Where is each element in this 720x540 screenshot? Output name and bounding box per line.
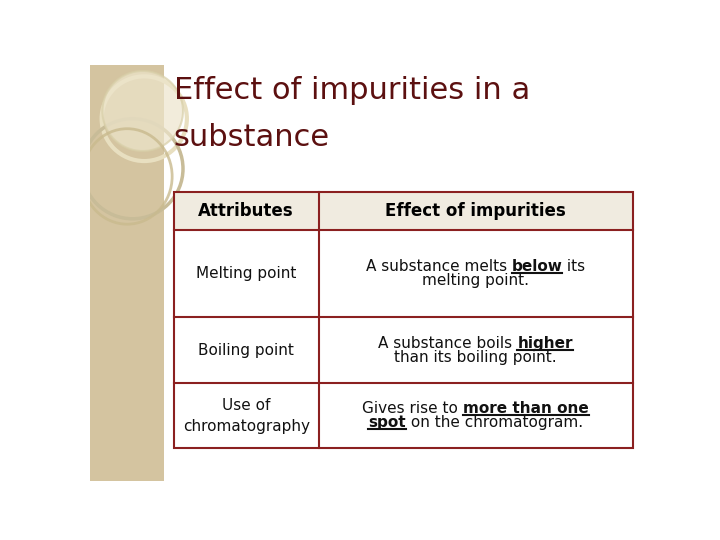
Text: Effect of impurities in a: Effect of impurities in a (174, 76, 530, 105)
Text: Attributes: Attributes (198, 202, 294, 220)
Text: higher: higher (517, 336, 573, 350)
Text: Effect of impurities: Effect of impurities (385, 202, 566, 220)
Text: melting point.: melting point. (422, 273, 529, 288)
Text: spot: spot (368, 415, 406, 430)
Text: A substance melts: A substance melts (366, 259, 512, 274)
Text: Melting point: Melting point (196, 266, 297, 281)
Text: than its boiling point.: than its boiling point. (395, 349, 557, 364)
Text: below: below (512, 259, 562, 274)
Ellipse shape (102, 71, 183, 151)
Text: substance: substance (174, 123, 330, 152)
Text: Use of
chromatography: Use of chromatography (183, 397, 310, 434)
FancyBboxPatch shape (174, 192, 632, 231)
Text: Boiling point: Boiling point (198, 342, 294, 357)
Text: more than one: more than one (463, 401, 589, 416)
Text: its: its (562, 259, 585, 274)
Text: A substance boils: A substance boils (378, 336, 517, 350)
FancyBboxPatch shape (90, 65, 163, 481)
Text: Gives rise to: Gives rise to (362, 401, 463, 416)
Text: on the chromatogram.: on the chromatogram. (406, 415, 583, 430)
